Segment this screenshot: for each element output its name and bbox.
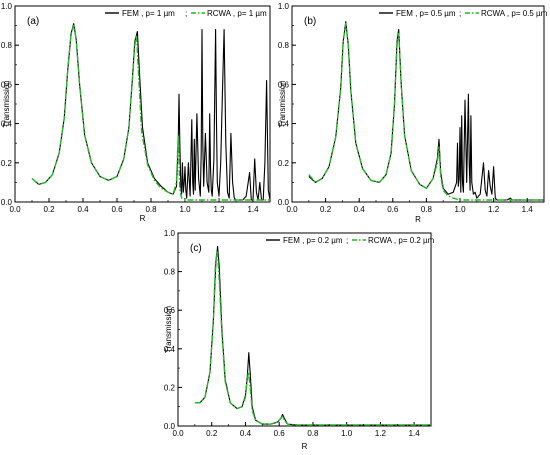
x-tick-label: 0.4 [354,205,366,214]
y-tick-label: 0.4 [164,345,176,354]
series-line-fem [308,21,544,201]
x-tick-label: 1.2 [375,429,387,438]
series-line-rcwa [194,249,431,426]
x-tick-label: 0.4 [240,429,252,438]
y-axis-label: Transmission [164,306,173,353]
chart-panel-1: 0.0 0.2 0.4 0.6 0.8 1.0 1.2 1.4 0.0 0.2 0.4 0.6 0.8 1… [278,2,548,224]
chart-panel-0: 0.0 0.2 0.4 0.6 0.8 1.0 1.2 1.4 0.0 0.2 0.4 0.6 0.8 1… [1,2,271,223]
x-tick-label: 0.0 [9,205,21,214]
x-tick-label: 0.0 [172,429,184,438]
y-tick-label: 0.4 [278,120,290,129]
x-tick-label: 0.6 [387,205,399,214]
legend-label-fem: FEM , p= 1 µm [122,9,175,18]
x-tick-label: 0.6 [111,205,123,214]
legend-label-rcwa: RCWA , p= 1 µm [207,9,267,18]
y-tick-label: 1.0 [1,2,13,11]
x-tick-label: 0.4 [77,205,89,214]
x-tick-label: 1.0 [179,205,191,214]
panel-label: (a) [27,16,39,27]
y-tick-label: 0.2 [164,383,176,392]
y-tick-label: 0.0 [278,198,290,207]
legend-label-fem: FEM , p= 0.2 µm [283,236,343,245]
x-tick-label: 0.8 [421,205,433,214]
plot-frame [291,5,545,203]
x-tick-label: 0.8 [307,429,319,438]
chart-panel-2: 0.0 0.2 0.4 0.6 0.8 1.0 1.2 1.4 0.0 0.2 0.4 0.6 0.8 1… [164,229,435,451]
x-axis-label: R [140,214,146,223]
x-tick-label: 0.6 [274,429,286,438]
x-tick-label: 1.4 [409,429,421,438]
y-tick-label: 0.8 [1,41,13,50]
x-tick-label: 0.0 [286,205,298,214]
legend-separator: ; [346,236,348,245]
x-tick-label: 0.2 [43,205,55,214]
x-axis-label: R [302,442,308,451]
y-tick-label: 0.0 [164,422,176,431]
legend-label-rcwa: RCWA , p= 0.5 µm [481,9,548,18]
x-tick-label: 1.4 [522,205,534,214]
x-tick-label: 1.2 [213,205,225,214]
legend-separator: ; [459,9,461,18]
y-tick-label: 1.0 [164,229,176,238]
y-tick-label: 0.0 [1,198,13,207]
y-axis-label: Transmission [2,80,11,127]
series-line-fem [194,245,431,426]
y-tick-label: 0.8 [164,268,176,277]
x-tick-label: 0.2 [320,205,332,214]
x-tick-label: 1.0 [454,205,466,214]
y-tick-label: 0.4 [1,120,13,129]
legend-label-rcwa: RCWA , p= 0.2 µm [368,236,435,245]
x-tick-label: 0.2 [206,429,218,438]
y-tick-label: 1.0 [278,2,290,11]
series-line-rcwa [31,24,270,201]
x-tick-label: 1.2 [488,205,500,214]
y-tick-label: 0.8 [278,41,290,50]
x-tick-label: 0.8 [145,205,157,214]
y-tick-label: 0.6 [278,80,290,89]
legend-separator: ; [185,9,187,18]
x-axis-label: R [415,215,421,224]
y-tick-label: 0.6 [164,306,176,315]
x-tick-label: 1.0 [341,429,353,438]
y-tick-label: 0.6 [1,80,13,89]
x-tick-label: 1.4 [247,205,259,214]
y-axis-label: Transmission [278,80,287,127]
legend-label-fem: FEM , p= 0.5 µm [396,9,456,18]
panel-label: (b) [304,16,316,27]
y-tick-label: 0.2 [1,159,13,168]
series-line-rcwa [308,22,544,201]
panel-label: (c) [190,243,202,254]
y-tick-label: 0.2 [278,159,290,168]
